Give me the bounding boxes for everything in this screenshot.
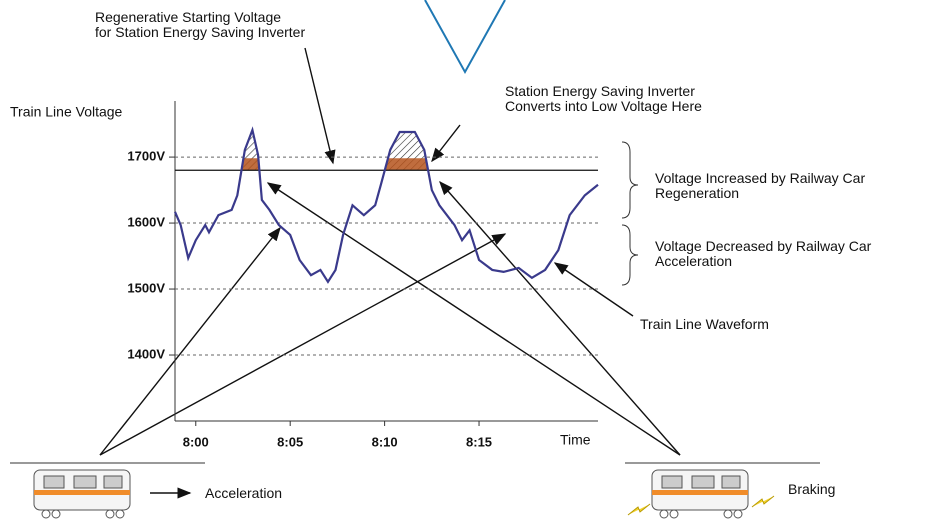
train-accel: [10, 463, 205, 518]
arrow: [100, 234, 505, 455]
x-axis-label: Time: [560, 432, 591, 448]
y-tick-label: 1700V: [127, 149, 165, 164]
pointer-v: [425, 0, 505, 72]
annotation: Train Line Waveform: [640, 316, 769, 332]
x-tick-label: 8:15: [466, 434, 492, 449]
line: [175, 130, 598, 282]
arrow: [268, 183, 680, 455]
y-axis-label: Train Line Voltage: [10, 104, 123, 120]
y-tick-label: 1400V: [127, 346, 165, 361]
annotation: Acceleration: [205, 485, 282, 501]
x-tick-label: 8:00: [183, 434, 209, 449]
arrow: [432, 125, 460, 161]
x-tick-label: 8:05: [277, 434, 303, 449]
arrow: [305, 48, 333, 163]
x-tick-label: 8:10: [372, 434, 398, 449]
y-tick-label: 1600V: [127, 214, 165, 229]
chart: 1400V 1500V 1600V 1700V 8:00 8:05 8:10 8:15 Trai…: [0, 0, 949, 521]
y-tick-label: 1500V: [127, 280, 165, 295]
brace: [622, 142, 638, 218]
brace: [622, 225, 638, 285]
annotation: Braking: [788, 481, 835, 497]
